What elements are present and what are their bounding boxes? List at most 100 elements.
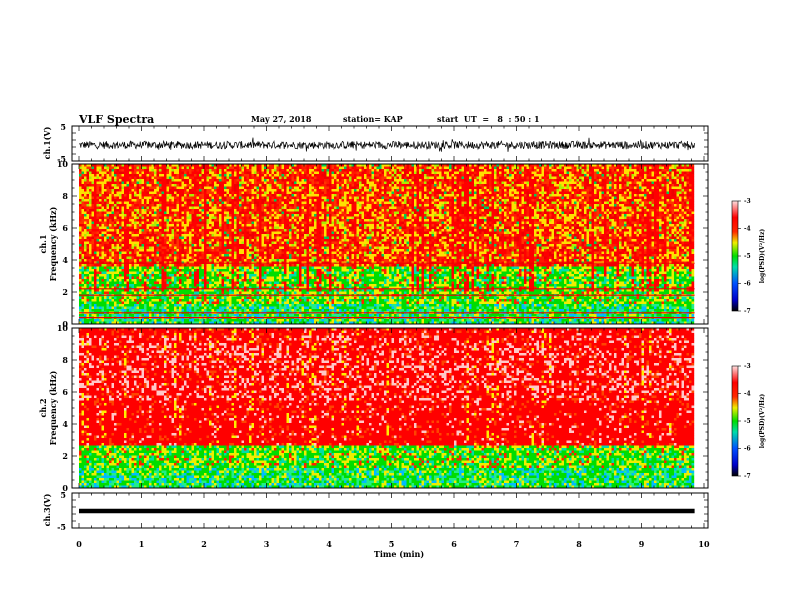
spectrogram-cell xyxy=(261,204,265,207)
spectrogram-cell xyxy=(194,276,197,280)
spectrogram-cell xyxy=(166,221,170,225)
spectrogram-cell xyxy=(256,194,260,197)
spectrogram-cell xyxy=(134,304,137,307)
spectrogram-cell xyxy=(106,181,110,185)
spectrogram-cell xyxy=(121,266,125,270)
spectrogram-cell xyxy=(109,164,112,167)
spectrogram-cell xyxy=(226,224,230,227)
spectrogram-cell xyxy=(169,281,172,285)
spectrogram-cell xyxy=(229,174,232,177)
spectrogram-cell xyxy=(264,269,267,272)
spectrogram-cell xyxy=(211,291,215,295)
spectrogram-cell xyxy=(234,286,237,290)
spectrogram-cell xyxy=(226,296,230,300)
spectrogram-cell xyxy=(101,226,105,230)
spectrogram-cell xyxy=(216,184,220,187)
spectrogram-cell xyxy=(221,216,225,220)
spectrogram-cell xyxy=(139,226,142,230)
spectrogram-cell xyxy=(184,226,187,230)
spectrogram-cell xyxy=(99,231,102,235)
spectrogram-cell xyxy=(176,314,180,317)
spectrogram-cell xyxy=(186,276,190,280)
spectrogram-cell xyxy=(109,274,112,277)
spectrogram-cell xyxy=(126,184,130,187)
spectrogram-cell xyxy=(99,301,102,305)
spectrogram-cell xyxy=(136,246,140,250)
spectrogram-cell xyxy=(164,301,167,305)
spectrogram-cell xyxy=(164,259,167,262)
spectrogram-cell xyxy=(81,234,85,237)
spectrogram-cell xyxy=(114,181,117,185)
spectrogram-cell xyxy=(144,256,147,260)
spectrogram-cell xyxy=(134,221,137,225)
spectrogram-cell xyxy=(266,276,270,280)
spectrogram-cell xyxy=(191,184,195,187)
spectrogram-cell xyxy=(244,244,247,247)
spectrogram-cell xyxy=(84,264,87,267)
spectrogram-cell xyxy=(261,249,265,252)
spectrogram-cell xyxy=(166,179,170,182)
spectrogram-cell xyxy=(104,224,107,227)
spectrogram-cell xyxy=(129,319,132,322)
spectrogram-cell xyxy=(236,266,240,270)
spectrogram-cell xyxy=(114,186,117,190)
spectrogram-cell xyxy=(114,189,117,192)
spectrogram-cell xyxy=(111,239,115,242)
spectrogram-cell xyxy=(141,281,145,285)
spectrogram-cell xyxy=(229,229,232,232)
spectrogram-cell xyxy=(161,284,165,287)
spectrogram-cell xyxy=(226,229,230,232)
spectrogram-cell xyxy=(124,179,127,182)
spectrogram-cell xyxy=(266,246,270,250)
spectrogram-cell xyxy=(121,244,125,247)
spectrogram-cell xyxy=(149,309,152,312)
spectrogram-cell xyxy=(256,239,260,242)
spectrogram-cell xyxy=(141,164,145,167)
spectrogram-cell xyxy=(184,251,187,255)
spectrogram-cell xyxy=(106,296,110,300)
spectrogram-cell xyxy=(129,251,132,255)
spectrogram-cell xyxy=(114,216,117,220)
spectrogram-cell xyxy=(129,254,132,257)
spectrogram-cell xyxy=(214,229,217,232)
spectrogram-cell xyxy=(199,226,202,230)
spectrogram-cell xyxy=(191,204,195,207)
spectrogram-cell xyxy=(221,231,225,235)
spectrogram-cell xyxy=(149,231,152,235)
spectrogram-cell xyxy=(91,204,95,207)
spectrogram-cell xyxy=(81,249,85,252)
spectrogram-cell xyxy=(224,286,227,290)
spectrogram-cell xyxy=(84,234,87,237)
spectrogram-cell xyxy=(174,219,177,222)
spectrogram-cell xyxy=(256,164,260,167)
spectrogram-cell xyxy=(139,306,142,310)
spectrogram-cell xyxy=(239,254,242,257)
spectrogram-cell xyxy=(116,271,120,275)
spectrogram-cell xyxy=(96,319,100,322)
spectrogram-cell xyxy=(261,246,265,250)
spectrogram-cell xyxy=(86,299,90,302)
spectrogram-cell xyxy=(181,164,185,167)
spectrogram-cell xyxy=(269,166,272,170)
spectrogram-cell xyxy=(259,321,262,325)
spectrogram-cell xyxy=(186,299,190,302)
spectrogram-cell xyxy=(136,306,140,310)
spectrogram-cell xyxy=(131,286,135,290)
spectrogram-cell xyxy=(209,211,212,215)
spectrogram-cell xyxy=(219,251,222,255)
spectrogram-cell xyxy=(154,231,157,235)
spectrogram-cell xyxy=(156,271,160,275)
spectrogram-cell xyxy=(211,191,215,195)
spectrogram-cell xyxy=(101,231,105,235)
spectrogram-cell xyxy=(164,209,167,212)
spectrogram-cell xyxy=(244,254,247,257)
spectrogram-cell xyxy=(119,179,122,182)
spectrogram-cell xyxy=(174,206,177,210)
spectrogram-cell xyxy=(206,239,210,242)
spectrogram-cell xyxy=(126,274,130,277)
spectrogram-cell xyxy=(264,246,267,250)
spectrogram-cell xyxy=(146,219,150,222)
spectrogram-cell xyxy=(101,259,105,262)
spectrogram-cell xyxy=(89,209,92,212)
spectrogram-cell xyxy=(239,299,242,302)
